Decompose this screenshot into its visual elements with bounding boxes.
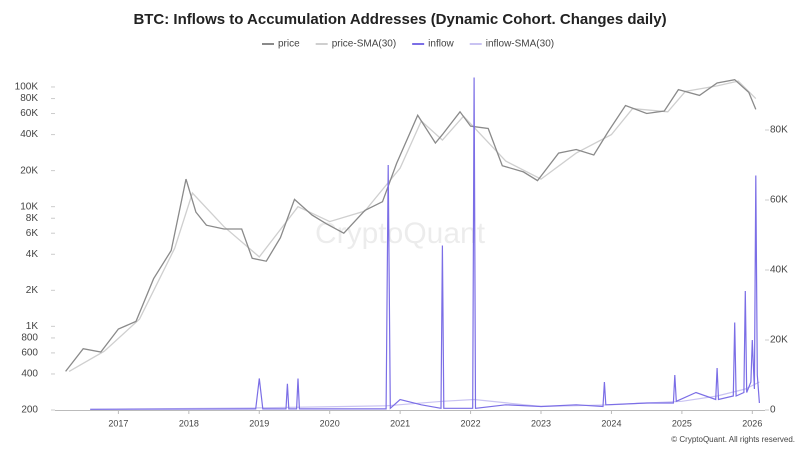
x-tick-label: 2025: [672, 418, 692, 428]
tick-label: 600: [21, 348, 38, 359]
tick-label: 10K: [20, 201, 38, 212]
legend-label: inflow: [428, 39, 454, 50]
tick-label: 2K: [26, 285, 39, 296]
tick-label: 8K: [26, 213, 39, 224]
legend-label: price-SMA(30): [332, 39, 396, 50]
tick-label: 60K: [20, 108, 38, 119]
series-line: [68, 80, 757, 372]
watermark: CryptoQuant: [315, 217, 486, 250]
x-tick-label: 2024: [601, 418, 621, 428]
legend-label: inflow-SMA(30): [486, 39, 554, 50]
x-tick-label: 2020: [320, 418, 340, 428]
tick-label: 80K: [20, 93, 38, 104]
x-tick-label: 2023: [531, 418, 551, 428]
x-tick-label: 2026: [742, 418, 762, 428]
tick-label: 20K: [20, 165, 38, 176]
tick-label: 80K: [770, 125, 788, 136]
tick-label: 40K: [770, 265, 788, 276]
x-tick-label: 2021: [390, 418, 410, 428]
legend-label: price: [278, 39, 300, 50]
x-tick-label: 2022: [461, 418, 481, 428]
tick-label: 20K: [770, 335, 788, 346]
tick-label: 40K: [20, 129, 38, 140]
tick-label: 0: [770, 405, 776, 416]
tick-label: 60K: [770, 195, 788, 206]
tick-label: 800: [21, 333, 38, 344]
tick-label: 1K: [26, 321, 39, 332]
x-tick-label: 2017: [108, 418, 128, 428]
chart-title: BTC: Inflows to Accumulation Addresses (…: [133, 11, 666, 28]
x-tick-label: 2019: [249, 418, 269, 428]
tick-label: 100K: [15, 82, 39, 93]
tick-label: 200: [21, 405, 38, 416]
x-tick-label: 2018: [179, 418, 199, 428]
tick-label: 4K: [26, 249, 39, 260]
tick-label: 400: [21, 369, 38, 380]
footer: © CryptoQuant. All rights reserved.: [671, 435, 795, 444]
series-line: [65, 79, 757, 372]
series-line: [90, 77, 760, 410]
tick-label: 6K: [26, 228, 39, 239]
